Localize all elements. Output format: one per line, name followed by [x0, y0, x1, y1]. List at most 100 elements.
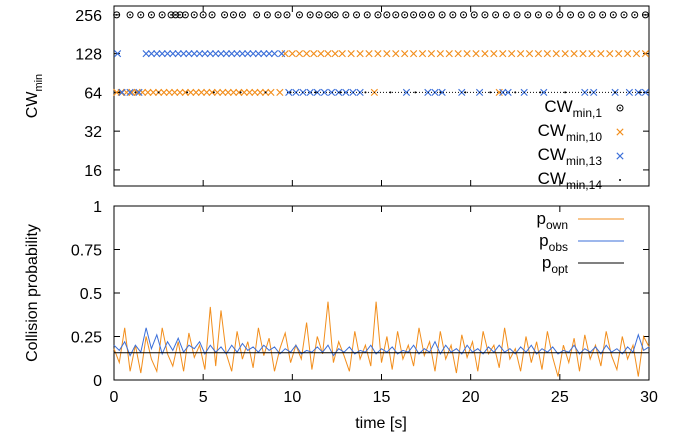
point-min-1-32-center: [421, 13, 424, 16]
collision-plot-frame: [113, 205, 650, 381]
point-min-10-35: [310, 50, 318, 58]
point-min-1-35: [449, 11, 457, 19]
point-min-1-7-center: [179, 13, 181, 16]
point-min-13-0: [113, 50, 122, 58]
point-min-10-22: [229, 88, 238, 96]
point-min-1-48: [588, 11, 596, 19]
series-cw-min-13: [113, 50, 650, 96]
point-min-1-50-center: [612, 13, 615, 16]
point-min-1-36: [460, 11, 468, 19]
point-min-1-10-center: [202, 13, 205, 16]
point-min-1-0: [113, 11, 121, 19]
point-min-1-47: [577, 11, 585, 19]
point-min-13-16: [206, 50, 214, 58]
point-min-10-58: [508, 50, 516, 58]
point-min-1-43-center: [537, 13, 540, 16]
point-min-10-70: [615, 50, 623, 58]
series-line-p-obs: [113, 327, 650, 357]
point-min-1-22: [324, 11, 332, 19]
point-min-1-37: [470, 11, 478, 19]
point-min-1-42-center: [526, 13, 529, 16]
point-min-1-47-center: [580, 13, 583, 16]
legend-label-min-14-sub: min,14: [566, 178, 602, 192]
point-min-1-7: [176, 11, 184, 19]
legend-label-p-obs-base: p: [539, 231, 548, 250]
point-min-10-27: [256, 88, 264, 96]
point-min-1-32: [419, 11, 427, 19]
point-min-10-41: [356, 50, 364, 58]
point-min-14-18: [564, 91, 567, 94]
point-min-10-16: [197, 88, 205, 96]
point-min-13-25: [254, 50, 263, 58]
time-x-tick-label-25: 25: [551, 389, 569, 406]
point-min-14-8: [314, 91, 317, 94]
point-min-1-8-center: [184, 13, 187, 16]
point-min-10-57: [499, 50, 507, 58]
point-min-10-52: [454, 50, 462, 58]
point-min-13-47: [499, 88, 507, 96]
point-min-1-41-center: [516, 13, 518, 16]
point-min-10-29: [267, 88, 275, 96]
point-min-10-67: [588, 50, 596, 58]
point-min-1-21-center: [318, 13, 320, 16]
point-min-1-33: [427, 11, 435, 19]
point-min-10-71: [624, 50, 632, 58]
point-min-10-66: [579, 50, 587, 58]
point-min-13-22: [238, 50, 246, 58]
legend-label-min-10: CWmin,10: [538, 121, 603, 144]
point-min-1-26-center: [366, 13, 369, 16]
cw-y-tick-label-64: 64: [84, 85, 102, 102]
point-min-13-7: [158, 50, 166, 58]
point-min-1-53-center: [644, 13, 647, 16]
point-min-1-31-center: [412, 13, 415, 16]
point-min-10-12: [176, 88, 184, 96]
point-min-10-60: [525, 50, 534, 58]
point-min-10-63: [552, 50, 560, 58]
point-min-1-24-center: [344, 13, 347, 16]
point-min-1-38-center: [484, 13, 486, 16]
point-min-1-36-center: [462, 13, 465, 16]
prob-y-tick-label-0-5: 0.5: [80, 286, 102, 303]
point-min-13-35: [320, 88, 329, 96]
legend-marker-min-1-center: [619, 107, 621, 109]
point-min-1-26: [363, 11, 371, 19]
point-min-10-9: [160, 88, 168, 96]
point-min-10-54: [472, 50, 480, 58]
point-min-1-2-center: [139, 13, 142, 16]
legend-marker-min-1: [616, 104, 624, 112]
point-min-13-10: [174, 50, 182, 58]
point-min-1-34-center: [441, 13, 444, 16]
point-min-1-17-center: [277, 13, 279, 16]
time-x-axis-label: time [s]: [355, 415, 407, 432]
legend-label-min-10-sub: min,10: [566, 130, 602, 144]
point-min-10-6: [144, 88, 152, 96]
collision-y-axis-label: Collision probability: [24, 224, 41, 362]
point-min-13-33: [306, 88, 314, 96]
legend-label-p-obs: pobs: [539, 231, 568, 254]
point-min-1-5: [167, 11, 175, 19]
point-min-13-36: [327, 88, 336, 96]
point-min-1-29: [392, 11, 400, 19]
point-min-1-24: [342, 11, 350, 19]
point-min-13-18: [217, 50, 225, 58]
point-min-1-42: [524, 11, 532, 19]
point-min-10-53: [463, 50, 471, 58]
time-x-tick-label-5: 5: [199, 389, 208, 406]
point-min-1-6-center: [174, 13, 177, 16]
point-min-10-56: [490, 50, 498, 58]
point-min-1-46-center: [569, 13, 572, 16]
point-min-1-18: [283, 11, 291, 19]
legend-label-p-opt: popt: [542, 253, 569, 276]
point-min-13-13: [190, 50, 198, 58]
point-min-10-7: [149, 88, 157, 96]
point-min-13-30: [285, 88, 293, 96]
point-min-10-47: [410, 50, 418, 58]
point-min-13-2: [126, 88, 134, 96]
point-min-13-41: [402, 88, 411, 96]
point-min-10-20: [219, 88, 227, 96]
point-min-10-61: [534, 50, 543, 58]
point-min-13-26: [260, 50, 268, 58]
point-min-14-5: [239, 91, 242, 94]
